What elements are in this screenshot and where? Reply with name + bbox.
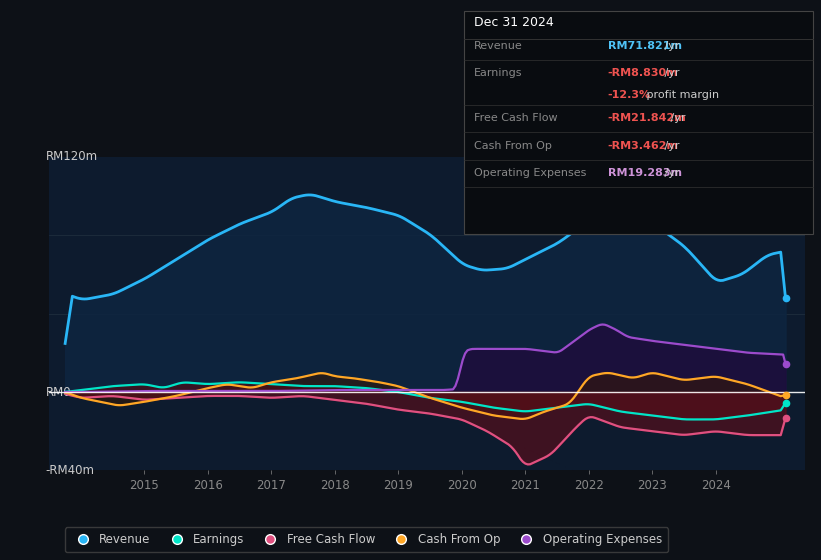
Text: RM120m: RM120m <box>45 150 98 164</box>
Text: profit margin: profit margin <box>643 90 719 100</box>
Text: -RM3.462m: -RM3.462m <box>608 141 678 151</box>
Text: -12.3%: -12.3% <box>608 90 651 100</box>
Text: -RM21.842m: -RM21.842m <box>608 113 686 123</box>
Text: RM19.283m: RM19.283m <box>608 168 681 178</box>
Text: Dec 31 2024: Dec 31 2024 <box>474 16 553 29</box>
Text: Cash From Op: Cash From Op <box>474 141 552 151</box>
Text: Revenue: Revenue <box>474 41 522 51</box>
Text: /yr: /yr <box>661 168 679 178</box>
Text: /yr: /yr <box>661 141 679 151</box>
Text: /yr: /yr <box>667 113 686 123</box>
Text: Free Cash Flow: Free Cash Flow <box>474 113 557 123</box>
Text: /yr: /yr <box>661 68 679 78</box>
Text: Operating Expenses: Operating Expenses <box>474 168 586 178</box>
Legend: Revenue, Earnings, Free Cash Flow, Cash From Op, Operating Expenses: Revenue, Earnings, Free Cash Flow, Cash … <box>65 528 668 552</box>
Text: /yr: /yr <box>661 41 679 51</box>
Text: RM0: RM0 <box>45 385 71 399</box>
Text: RM71.821m: RM71.821m <box>608 41 681 51</box>
Text: -RM40m: -RM40m <box>45 464 94 477</box>
Text: Earnings: Earnings <box>474 68 522 78</box>
Text: -RM8.830m: -RM8.830m <box>608 68 678 78</box>
